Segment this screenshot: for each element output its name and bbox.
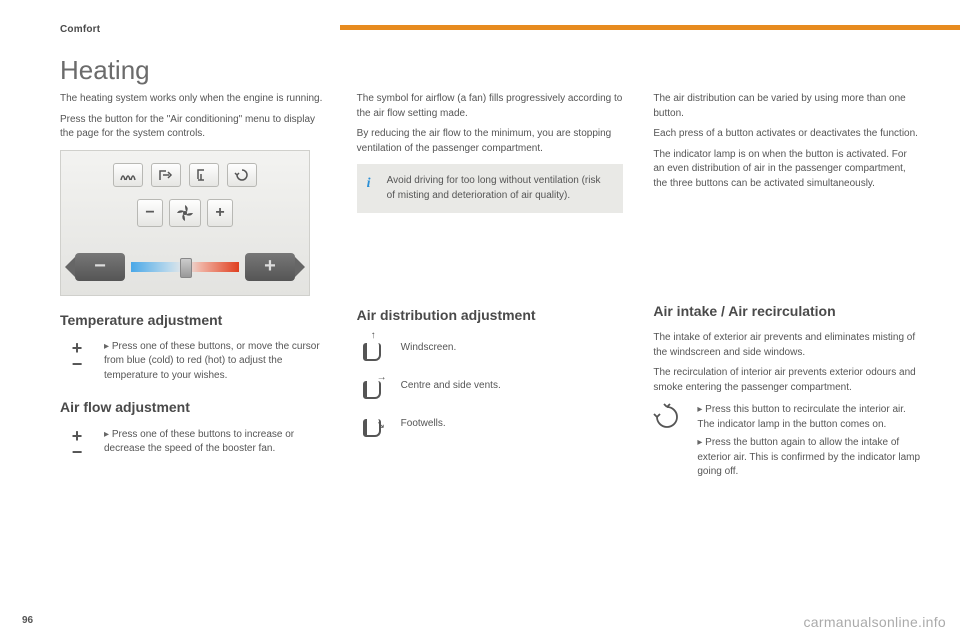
footwell-vent-icon: ↘ [357, 411, 391, 437]
page-title: Heating [60, 55, 920, 86]
header-accent-bar [340, 25, 960, 30]
airflow-min-text: By reducing the air flow to the minimum,… [357, 127, 624, 156]
info-text: Avoid driving for too long without venti… [387, 175, 601, 201]
temp-plus-button: + [245, 253, 295, 281]
temp-minus-button: − [75, 253, 125, 281]
vent-feet-icon [189, 163, 219, 187]
dist-press-text: Each press of a button activates or deac… [653, 127, 920, 142]
column-middle: The symbol for airflow (a fan) fills pro… [357, 92, 624, 492]
vent-windscreen-icon [113, 163, 143, 187]
fan-plus-button: + [207, 199, 233, 227]
recirc-text-2: The recirculation of interior air preven… [653, 366, 920, 395]
plus-minus-icon: +− [60, 428, 94, 460]
temperature-bar [131, 262, 239, 272]
page-number: 96 [22, 615, 33, 626]
recirculation-button-icon [653, 403, 687, 431]
intro-text-2: Press the button for the "Air conditioni… [60, 113, 327, 142]
airflow-heading: Air flow adjustment [60, 397, 327, 417]
plus-minus-icon: +− [60, 340, 94, 372]
airflow-text: Press one of these buttons to increase o… [104, 429, 294, 455]
column-right: The air distribution can be varied by us… [653, 92, 920, 492]
dist-indicator-text: The indicator lamp is on when the button… [653, 148, 920, 192]
recirculation-heading: Air intake / Air recirculation [653, 301, 920, 321]
recirc-bullet-2: Press the button again to allow the inta… [697, 436, 920, 480]
column-left: The heating system works only when the e… [60, 92, 327, 492]
distribution-heading: Air distribution adjustment [357, 305, 624, 325]
temperature-text: Press one of these buttons, or move the … [104, 341, 320, 381]
watermark: carmanualsonline.info [804, 614, 947, 630]
windscreen-label: Windscreen. [401, 335, 624, 356]
windscreen-vent-icon: ↑ [357, 335, 391, 361]
vent-face-icon [151, 163, 181, 187]
info-icon: i [367, 174, 381, 188]
recirc-bullet-1: Press this button to recirculate the int… [697, 403, 920, 432]
intro-text-1: The heating system works only when the e… [60, 92, 327, 107]
footwells-label: Footwells. [401, 411, 624, 432]
recirc-text-1: The intake of exterior air prevents and … [653, 331, 920, 360]
recirculation-icon [227, 163, 257, 187]
dist-vary-text: The air distribution can be varied by us… [653, 92, 920, 121]
info-callout: i Avoid driving for too long without ven… [357, 164, 624, 213]
face-vent-icon: → [357, 373, 391, 399]
airflow-symbol-text: The symbol for airflow (a fan) fills pro… [357, 92, 624, 121]
fan-icon [169, 199, 201, 227]
vents-label: Centre and side vents. [401, 373, 624, 394]
heating-controls-diagram: − + − + [60, 150, 310, 296]
temperature-heading: Temperature adjustment [60, 310, 327, 330]
fan-minus-button: − [137, 199, 163, 227]
